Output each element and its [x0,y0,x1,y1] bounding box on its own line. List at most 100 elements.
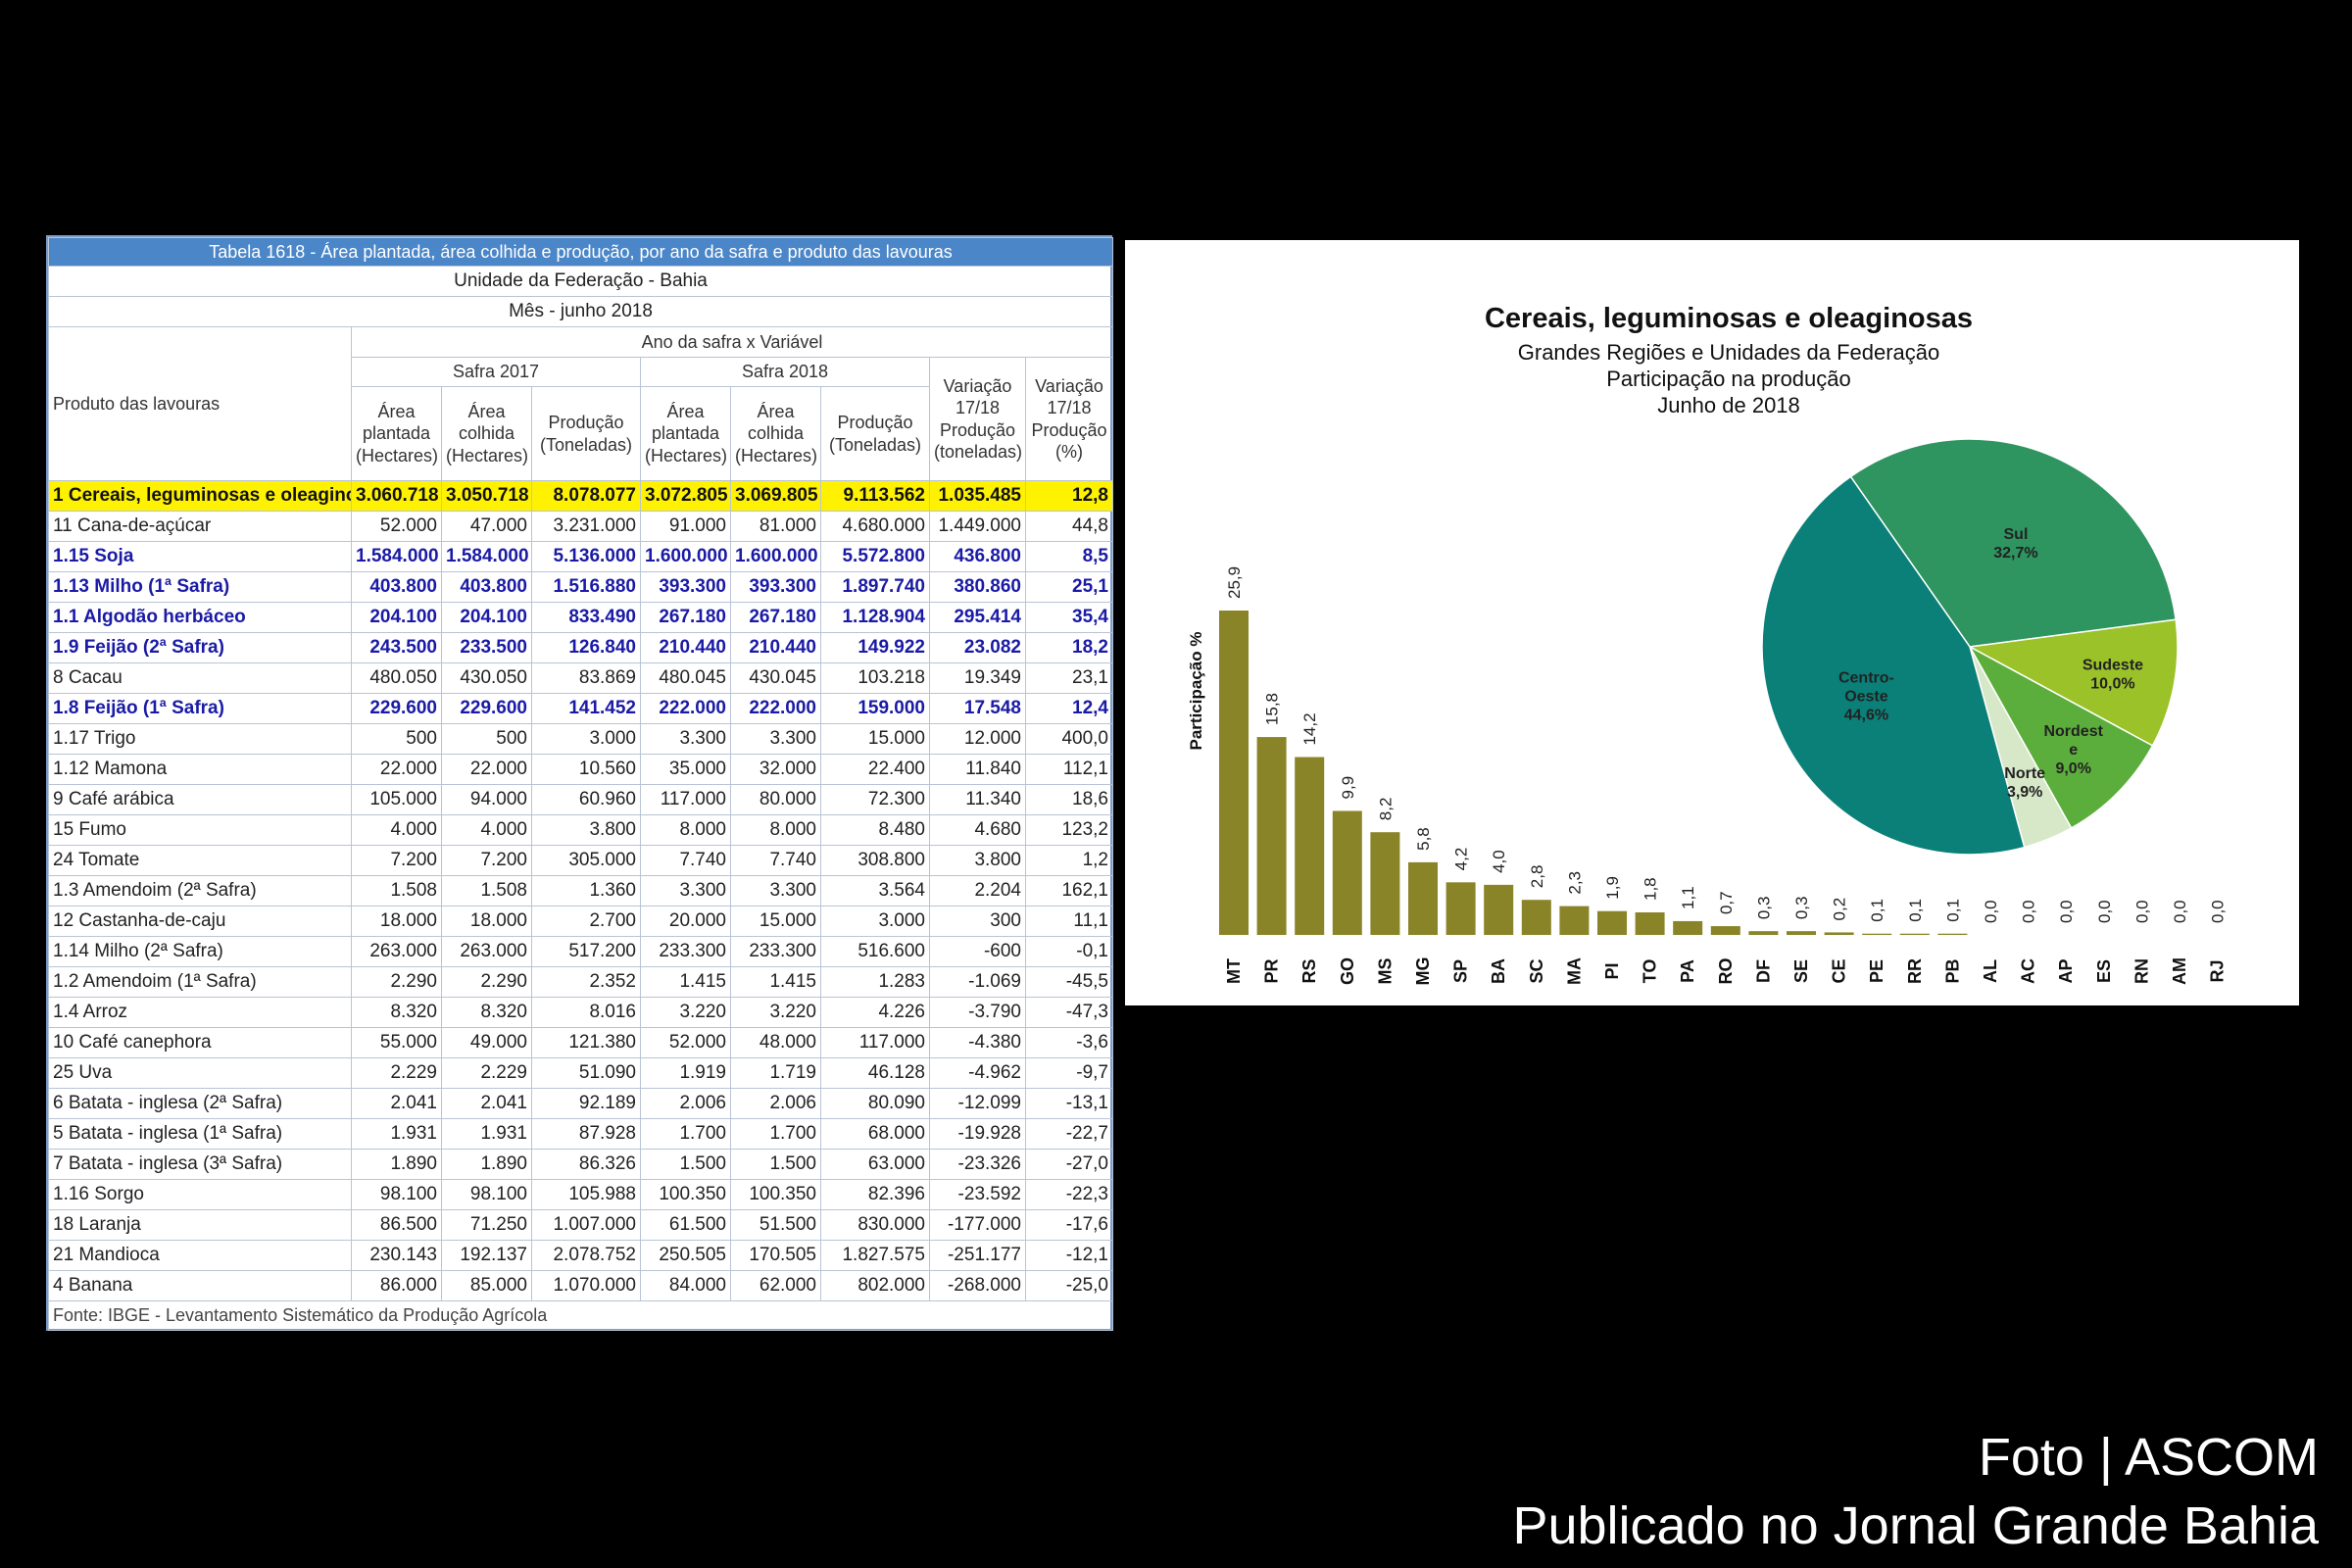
table-source: Fonte: IBGE - Levantamento Sistemático d… [48,1300,1113,1331]
bar-TO [1635,911,1665,935]
row-product-name: 1.17 Trigo [48,723,352,755]
row-value-cell: 2.006 [730,1088,821,1119]
row-value-cell: 23,1 [1025,662,1113,694]
row-product-name: 6 Batata - inglesa (2ª Safra) [48,1088,352,1119]
bar-RS [1295,757,1325,935]
row-value-cell: 243.500 [351,632,442,663]
row-value-cell: 48.000 [730,1027,821,1058]
row-value-cell: 204.100 [351,602,442,633]
bar-PB [1937,933,1968,935]
row-value-cell: 25,1 [1025,571,1113,603]
caption-credit: Foto | ASCOM [1978,1428,2319,1487]
row-value-cell: 1.719 [730,1057,821,1089]
variation-pct-header: Variação 17/18 Produção (%) [1025,357,1113,481]
row-value-cell: 117.000 [820,1027,930,1058]
row-value-cell: 250.505 [640,1240,731,1271]
row-value-cell: 87.928 [531,1118,641,1150]
row-value-cell: 8.000 [730,814,821,846]
row-value-cell: -177.000 [929,1209,1026,1241]
table-row: 9 Café arábica 105.000 94.000 60.960 117.000… [48,784,1113,815]
row-value-cell: -25,0 [1025,1270,1113,1301]
row-value-cell: -23.592 [929,1179,1026,1210]
caption-published: Publicado no Jornal Grande Bahia [1512,1496,2319,1555]
bar-PA [1673,920,1703,935]
row-value-cell: 84.000 [640,1270,731,1301]
row-product-name: 1 Cereais, leguminosas e oleaginosas [48,480,352,512]
bar-value-label: 15,8 [1263,693,1282,725]
bar-SE [1787,931,1816,935]
table-row: 1.4 Arroz 8.320 8.320 8.016 3.220 3.220 4.226-… [48,997,1113,1028]
row-value-cell: 105.988 [531,1179,641,1210]
row-value-cell: 12,4 [1025,693,1113,724]
bar-value-label: 0,2 [1831,898,1849,921]
bar-RR [1899,933,1930,935]
row-value-cell: 3.220 [640,997,731,1028]
row-value-cell: 1.827.575 [820,1240,930,1271]
bar-MS [1370,832,1400,935]
row-value-cell: 68.000 [820,1118,930,1150]
row-value-cell: 1.360 [531,875,641,906]
row-value-cell: -12,1 [1025,1240,1113,1271]
row-product-name: 4 Banana [48,1270,352,1301]
bar-value-label: 0,1 [1868,899,1886,922]
x-tick-label: RR [1905,958,1925,984]
row-value-cell: 7.740 [640,845,731,876]
x-tick-label: ES [2094,959,2114,983]
bar-MG [1408,861,1438,935]
table-row: 8 Cacau 480.050 430.050 83.869 480.045 430.04… [48,662,1113,694]
row-value-cell: 3.000 [531,723,641,755]
col-header-area-colhida-2018: Área colhida (Hectares) [730,386,821,481]
row-value-cell: 11.840 [929,754,1026,785]
row-value-cell: 5.572.800 [820,541,930,572]
row-value-cell: 11,1 [1025,906,1113,937]
row-value-cell: -22,7 [1025,1118,1113,1150]
bar-SP [1446,882,1476,935]
x-tick-label: PB [1942,958,1962,983]
row-value-cell: -27,0 [1025,1149,1113,1180]
row-product-name: 25 Uva [48,1057,352,1089]
row-value-cell: 1.516.880 [531,571,641,603]
row-value-cell: 1.897.740 [820,571,930,603]
row-value-cell: 149.922 [820,632,930,663]
x-tick-label: MS [1375,958,1395,985]
row-value-cell: 1.128.904 [820,602,930,633]
table-row: 12 Castanha-de-caju 18.000 18.000 2.700 20.0… [48,906,1113,937]
bar-value-label: 2,3 [1565,871,1584,895]
row-value-cell: 52.000 [640,1027,731,1058]
bar-value-label: 1,9 [1603,876,1622,900]
table-row: 7 Batata - inglesa (3ª Safra) 1.890 1.890 8… [48,1149,1113,1180]
row-value-cell: 2.229 [441,1057,532,1089]
row-value-cell: 35.000 [640,754,731,785]
row-value-cell: 3.564 [820,875,930,906]
row-value-cell: 204.100 [441,602,532,633]
row-value-cell: 229.600 [351,693,442,724]
pie-slice-label: Sudeste [2082,657,2143,673]
x-tick-label: PI [1602,962,1622,979]
row-value-cell: 2.290 [351,966,442,998]
row-value-cell: 4.680.000 [820,511,930,542]
row-value-cell: 802.000 [820,1270,930,1301]
row-value-cell: 8.320 [441,997,532,1028]
row-value-cell: 308.800 [820,845,930,876]
row-value-cell: 2.041 [351,1088,442,1119]
row-value-cell: 1.500 [730,1149,821,1180]
row-value-cell: 46.128 [820,1057,930,1089]
row-value-cell: -4.380 [929,1027,1026,1058]
table-row: 1.12 Mamona 22.000 22.000 10.560 35.000 32.00… [48,754,1113,785]
pie-slice [1849,438,2178,648]
row-value-cell: 8.016 [531,997,641,1028]
bar-value-label: 0,1 [1943,899,1962,922]
row-value-cell: 3.000 [820,906,930,937]
row-value-cell: 15.000 [820,723,930,755]
row-value-cell: 1.700 [730,1118,821,1150]
table-row: 1.15 Soja 1.584.000 1.584.000 5.136.000 1.60… [48,541,1113,572]
row-value-cell: 1.931 [351,1118,442,1150]
row-value-cell: 12.000 [929,723,1026,755]
row-value-cell: 18,6 [1025,784,1113,815]
pie-slice-label: Centro- [1838,669,1894,686]
row-value-cell: 192.137 [441,1240,532,1271]
row-product-name: 8 Cacau [48,662,352,694]
row-value-cell: 98.100 [351,1179,442,1210]
row-value-cell: 229.600 [441,693,532,724]
row-product-name: 18 Laranja [48,1209,352,1241]
